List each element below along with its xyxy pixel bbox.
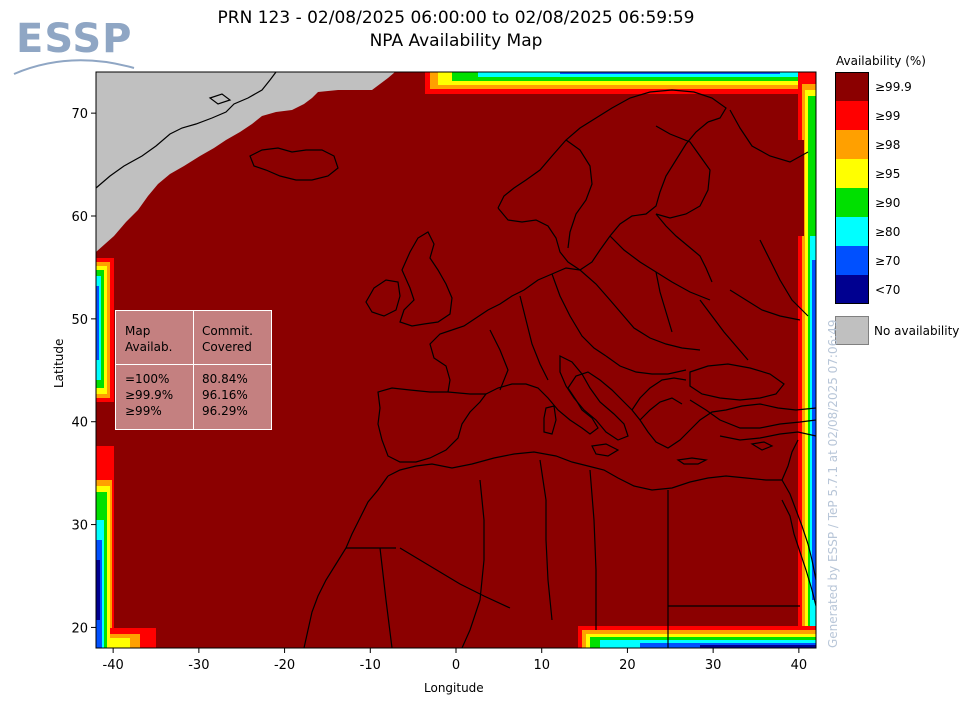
legend-label: ≥99 <box>875 109 901 123</box>
x-tick-label: 20 <box>619 658 636 673</box>
legend-swatch <box>835 130 869 159</box>
logo-swoosh-icon <box>13 59 135 75</box>
legend-swatch <box>835 101 869 130</box>
y-tick-label: 70 <box>71 107 88 122</box>
y-tick-label: 30 <box>71 519 88 534</box>
legend-label: ≥98 <box>875 138 901 152</box>
summary-rows-right: 80.84% 96.16% 96.29% <box>202 372 248 418</box>
y-tick-label: 50 <box>71 313 88 328</box>
x-tick-label: -20 <box>274 658 295 673</box>
longitude-axis: -40 -30 -20 -10 0 10 20 30 40 <box>103 648 808 673</box>
latitude-axis-title: Latitude <box>52 338 66 388</box>
summary-rows-left: =100% ≥99.9% ≥99% <box>125 372 174 418</box>
table-vertical-divider <box>193 311 194 429</box>
summary-header-left: Map Availab. <box>125 324 173 354</box>
x-tick-label: -40 <box>103 658 124 673</box>
x-tick-label: 40 <box>791 658 808 673</box>
legend-label: ≥99.9 <box>875 80 912 94</box>
legend-swatch <box>835 159 869 188</box>
no-availability-label: No availability <box>874 324 960 338</box>
legend-label: ≥70 <box>875 254 901 268</box>
legend-swatch <box>835 275 869 304</box>
legend-title: Availability (%) <box>836 54 926 68</box>
legend-frame <box>835 72 869 304</box>
latitude-axis: 20 30 40 50 60 70 <box>71 107 96 636</box>
no-availability-region <box>96 72 395 252</box>
generation-credit: Generated by ESSP / TeP 5.7.1 at 02/08/2… <box>826 319 840 648</box>
y-tick-label: 60 <box>71 210 88 225</box>
legend-swatch <box>835 188 869 217</box>
essp-logo: ESSP <box>10 12 140 82</box>
table-horizontal-divider <box>116 364 271 365</box>
no-availability-swatch <box>835 316 869 345</box>
legend-swatch <box>835 72 869 101</box>
degraded-edge-bands <box>96 72 816 648</box>
map-subtitle: NPA Availability Map <box>369 31 543 51</box>
legend-label: ≥80 <box>875 225 901 239</box>
x-tick-label: -10 <box>360 658 381 673</box>
x-tick-label: 0 <box>452 658 460 673</box>
map-title: PRN 123 - 02/08/2025 06:00:00 to 02/08/2… <box>217 8 695 28</box>
legend-swatch <box>835 217 869 246</box>
y-tick-label: 20 <box>71 621 88 636</box>
legend-label: ≥95 <box>875 167 901 181</box>
x-tick-label: 10 <box>533 658 550 673</box>
x-tick-label: 30 <box>705 658 722 673</box>
legend-label: <70 <box>875 283 901 297</box>
legend-swatch <box>835 246 869 275</box>
coastlines <box>95 71 817 649</box>
map-plot-area <box>95 71 817 649</box>
y-tick-label: 40 <box>71 416 88 431</box>
longitude-axis-title: Longitude <box>424 681 484 695</box>
legend-label: ≥90 <box>875 196 901 210</box>
summary-header-right: Commit. Covered <box>202 324 253 354</box>
logo-text: ESSP <box>16 16 133 62</box>
availability-summary-table: Map Availab. Commit. Covered =100% ≥99.9… <box>115 310 272 430</box>
x-tick-label: -30 <box>188 658 209 673</box>
